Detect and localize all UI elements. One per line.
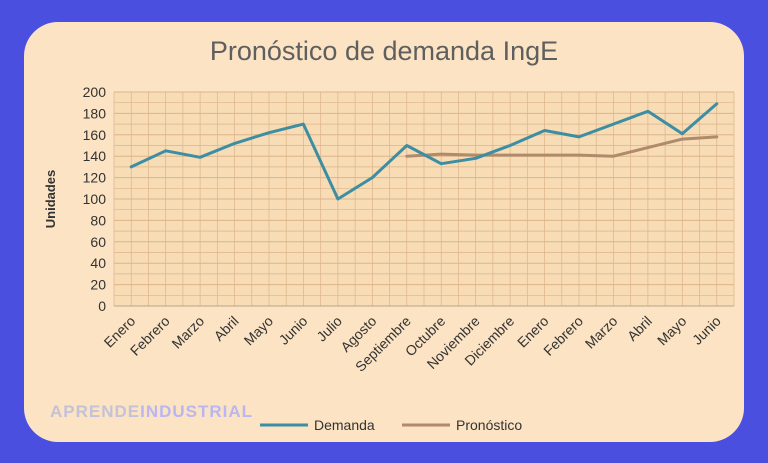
x-tick-label: Abril [211,313,242,344]
series-line-pronostico [405,135,719,158]
x-tick-label: Abril [624,313,655,344]
legend: Demanda Pronóstico [260,417,522,433]
x-tick-label: Marzo [168,313,207,352]
x-tick-label: Mayo [241,313,277,349]
legend-label: Demanda [314,417,375,433]
y-tick-label: 160 [83,127,107,143]
chart-card: Pronóstico de demanda IngE Unidades 0 20 4… [24,22,744,442]
chart-svg: Pronóstico de demanda IngE Unidades 0 20 4… [43,36,735,433]
chart-title: Pronóstico de demanda IngE [210,36,558,66]
plot-area [113,91,735,307]
x-tick-label: Junio [689,313,724,348]
x-tick-label: Marzo [582,313,621,352]
y-tick-label: 60 [90,234,106,250]
y-tick-label: 80 [90,212,106,228]
series-lines [129,102,719,201]
series-line-demanda [129,102,719,201]
x-tick-label: Mayo [654,313,690,349]
legend-label: Pronóstico [456,417,522,433]
watermark: APRENDEINDUSTRIAL [50,402,253,421]
y-tick-label: 0 [98,298,106,314]
x-tick-label: Junio [276,313,311,348]
watermark-part2: INDUSTRIAL [140,402,253,421]
watermark-part1: APRENDE [50,402,140,421]
y-tick-label: 200 [83,84,107,100]
y-tick-label: 140 [83,148,107,164]
y-tick-label: 180 [83,105,107,121]
y-tick-label: 40 [90,255,106,271]
y-tick-label: 20 [90,277,106,293]
y-tick-label: 100 [83,191,107,207]
y-axis-label: Unidades [43,170,58,229]
y-tick-label: 120 [83,170,107,186]
